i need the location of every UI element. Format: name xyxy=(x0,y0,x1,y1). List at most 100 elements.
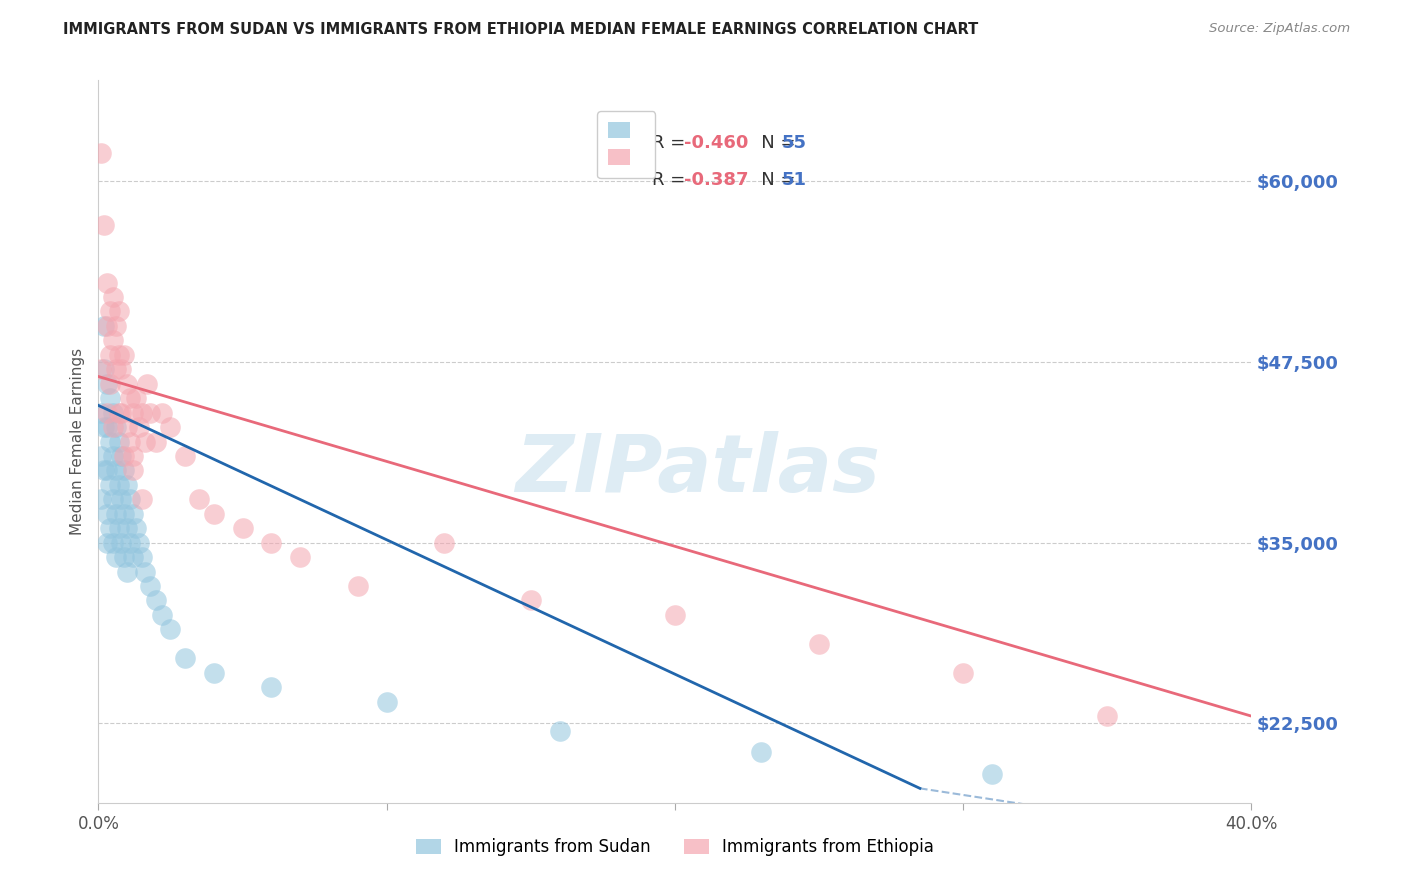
Point xyxy=(131,492,153,507)
Point xyxy=(174,449,197,463)
Point xyxy=(96,376,118,391)
Point xyxy=(98,376,121,391)
Point xyxy=(93,463,115,477)
Point xyxy=(117,521,139,535)
Point xyxy=(122,449,145,463)
Text: N =: N = xyxy=(744,135,801,153)
Point xyxy=(96,420,118,434)
Point xyxy=(128,535,150,549)
Point xyxy=(107,521,129,535)
Point xyxy=(159,420,181,434)
Point xyxy=(110,535,132,549)
Text: R =: R = xyxy=(652,135,690,153)
Point xyxy=(375,695,398,709)
Legend: Immigrants from Sudan, Immigrants from Ethiopia: Immigrants from Sudan, Immigrants from E… xyxy=(409,831,941,863)
Point xyxy=(93,318,115,333)
Point xyxy=(290,550,312,565)
Text: -0.460: -0.460 xyxy=(685,135,748,153)
Point xyxy=(101,420,124,434)
Point xyxy=(136,376,159,391)
Point xyxy=(90,406,112,420)
Point xyxy=(122,406,145,420)
Point xyxy=(433,535,456,549)
Point xyxy=(112,449,135,463)
Point xyxy=(110,449,132,463)
Point xyxy=(548,723,571,738)
Text: Source: ZipAtlas.com: Source: ZipAtlas.com xyxy=(1209,22,1350,36)
Point xyxy=(98,348,121,362)
Point xyxy=(96,406,118,420)
Point xyxy=(104,318,127,333)
Point xyxy=(90,492,112,507)
Point xyxy=(101,290,124,304)
Point xyxy=(174,651,197,665)
Point xyxy=(145,434,167,449)
Point xyxy=(98,304,121,318)
Point xyxy=(260,535,283,549)
Point xyxy=(664,607,686,622)
Point xyxy=(751,745,773,759)
Point xyxy=(150,607,173,622)
Point xyxy=(128,420,150,434)
Point xyxy=(101,449,124,463)
Point xyxy=(122,463,145,477)
Point xyxy=(104,420,127,434)
Point xyxy=(120,535,142,549)
Y-axis label: Median Female Earnings: Median Female Earnings xyxy=(70,348,86,535)
Point xyxy=(93,420,115,434)
Point xyxy=(110,406,132,420)
Point xyxy=(110,492,132,507)
Point xyxy=(112,550,135,565)
Point xyxy=(98,478,121,492)
Point xyxy=(107,304,129,318)
Point xyxy=(98,521,121,535)
Point xyxy=(117,478,139,492)
Text: R =: R = xyxy=(652,170,690,188)
Point xyxy=(520,593,543,607)
Point xyxy=(139,579,162,593)
Text: 51: 51 xyxy=(782,170,807,188)
Point xyxy=(346,579,368,593)
Point xyxy=(112,348,135,362)
Point xyxy=(101,492,124,507)
Point xyxy=(90,145,112,160)
Point xyxy=(981,767,1004,781)
Point xyxy=(139,406,162,420)
Point xyxy=(131,550,153,565)
Point xyxy=(107,406,129,420)
Point xyxy=(120,391,142,405)
Point xyxy=(117,420,139,434)
Point xyxy=(98,391,121,405)
Point xyxy=(120,492,142,507)
Point xyxy=(96,507,118,521)
Point xyxy=(107,434,129,449)
Point xyxy=(134,565,156,579)
Point xyxy=(952,665,974,680)
Point xyxy=(145,593,167,607)
Point xyxy=(107,478,129,492)
Point xyxy=(125,391,148,405)
Point xyxy=(107,348,129,362)
Point xyxy=(112,507,135,521)
Point xyxy=(150,406,173,420)
Point xyxy=(104,507,127,521)
Point xyxy=(112,463,135,477)
Point xyxy=(101,334,124,348)
Point xyxy=(104,463,127,477)
Text: N =: N = xyxy=(744,170,801,188)
Point xyxy=(1097,709,1119,723)
Point xyxy=(134,434,156,449)
Point xyxy=(96,463,118,477)
Point xyxy=(117,565,139,579)
Point xyxy=(808,637,831,651)
Point xyxy=(125,521,148,535)
Point xyxy=(120,434,142,449)
Point xyxy=(98,434,121,449)
Text: IMMIGRANTS FROM SUDAN VS IMMIGRANTS FROM ETHIOPIA MEDIAN FEMALE EARNINGS CORRELA: IMMIGRANTS FROM SUDAN VS IMMIGRANTS FROM… xyxy=(63,22,979,37)
Point xyxy=(202,665,225,680)
Point xyxy=(101,406,124,420)
Point xyxy=(101,535,124,549)
Text: 55: 55 xyxy=(782,135,807,153)
Point xyxy=(96,276,118,290)
Text: -0.387: -0.387 xyxy=(685,170,748,188)
